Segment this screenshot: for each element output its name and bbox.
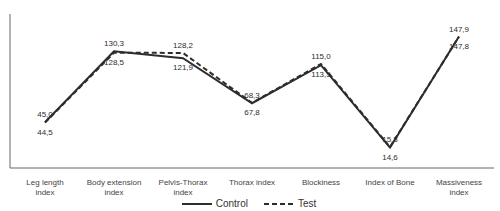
svg-text:Index of Bone: Index of Bone <box>365 178 415 187</box>
html-text:Control: Control <box>215 198 248 209</box>
svg-text:115,0: 115,0 <box>311 52 331 61</box>
svg-text:15,3: 15,3 <box>382 135 398 144</box>
svg-text:113,5: 113,5 <box>311 70 331 79</box>
svg-text:128,5: 128,5 <box>104 58 125 67</box>
svg-text:130,3: 130,3 <box>104 39 125 48</box>
svg-text:Body extensionindex: Body extensionindex <box>87 178 142 197</box>
svg-text:Thorax index: Thorax index <box>229 178 275 187</box>
svg-text:44,5: 44,5 <box>37 128 53 137</box>
svg-text:67,8: 67,8 <box>244 108 260 117</box>
svg-text:14,6: 14,6 <box>382 153 398 162</box>
svg-text:45,0: 45,0 <box>37 110 53 119</box>
svg-text:Pelvis-Thoraxindex: Pelvis-Thoraxindex <box>159 178 208 197</box>
svg-text:121,9: 121,9 <box>173 63 194 72</box>
svg-text:Massivenessindex: Massivenessindex <box>436 178 482 197</box>
svg-text:147,9: 147,9 <box>449 25 470 34</box>
svg-text:147,8: 147,8 <box>449 42 470 51</box>
svg-text:Blockiness: Blockiness <box>302 178 340 187</box>
html-text:Test: Test <box>298 198 317 209</box>
svg-text:68,3: 68,3 <box>244 91 260 100</box>
svg-text:128,2: 128,2 <box>173 41 194 50</box>
svg-text:Leg lengthindex: Leg lengthindex <box>26 178 63 197</box>
